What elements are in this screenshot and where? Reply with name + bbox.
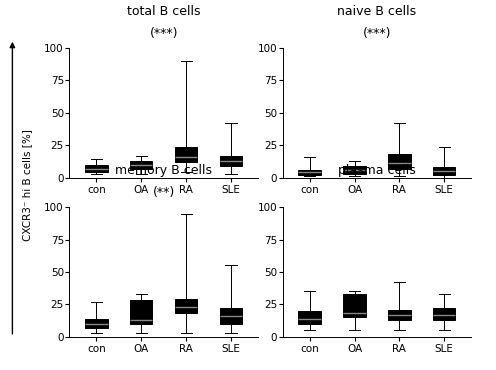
Text: (***): (***) [363, 27, 391, 40]
PathPatch shape [388, 309, 411, 320]
PathPatch shape [433, 167, 455, 175]
PathPatch shape [343, 166, 366, 174]
Text: memory B cells: memory B cells [115, 164, 212, 177]
PathPatch shape [388, 154, 411, 169]
Text: (***): (***) [149, 27, 178, 40]
PathPatch shape [220, 308, 242, 324]
PathPatch shape [85, 165, 108, 172]
PathPatch shape [175, 299, 197, 313]
PathPatch shape [175, 147, 197, 162]
PathPatch shape [343, 294, 366, 317]
PathPatch shape [433, 308, 455, 320]
PathPatch shape [130, 300, 152, 324]
PathPatch shape [299, 170, 321, 175]
PathPatch shape [220, 155, 242, 166]
Text: CXCR3⁻ hi B cells [%]: CXCR3⁻ hi B cells [%] [22, 129, 32, 241]
PathPatch shape [299, 311, 321, 324]
Text: total B cells: total B cells [127, 4, 200, 18]
PathPatch shape [130, 161, 152, 169]
Text: (**): (**) [153, 186, 175, 199]
PathPatch shape [85, 319, 108, 328]
Text: naive B cells: naive B cells [337, 4, 417, 18]
Text: plasma cells: plasma cells [338, 164, 416, 177]
